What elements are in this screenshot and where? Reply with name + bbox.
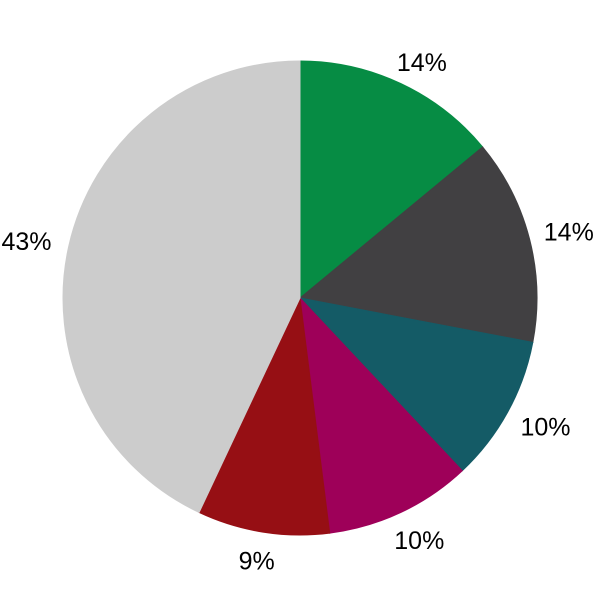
svg-text:9%: 9% xyxy=(239,547,275,575)
svg-text:14%: 14% xyxy=(397,49,447,77)
svg-text:43%: 43% xyxy=(1,228,51,256)
svg-text:14%: 14% xyxy=(544,219,594,247)
svg-text:10%: 10% xyxy=(394,527,444,555)
svg-text:10%: 10% xyxy=(520,414,570,442)
